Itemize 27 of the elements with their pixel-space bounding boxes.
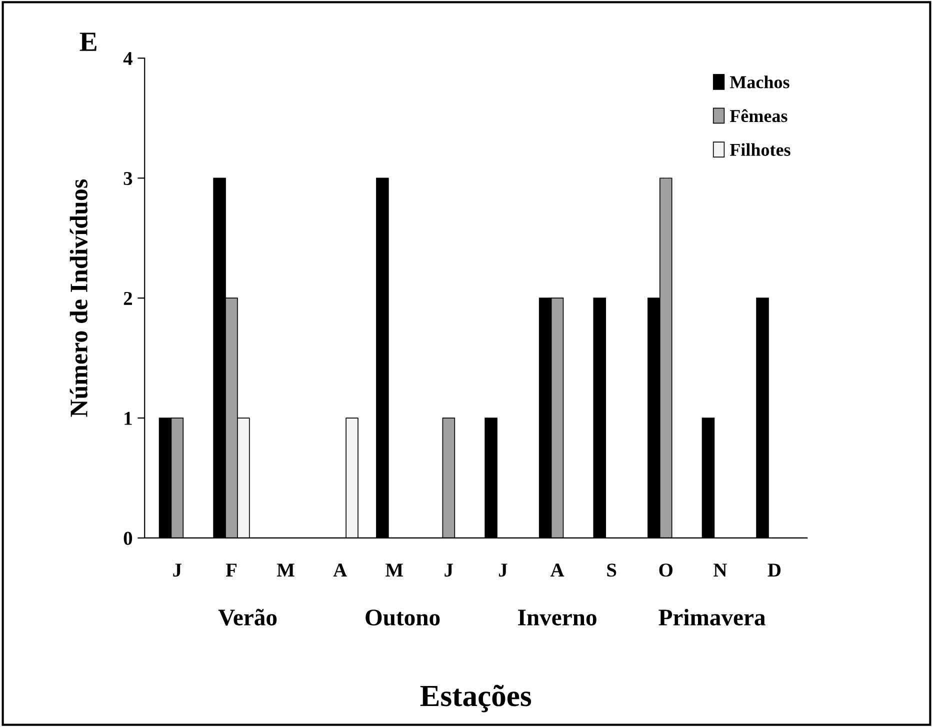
y-tick-label: 2 (124, 292, 132, 305)
x-tick-label: S (607, 564, 616, 577)
legend-label: Machos (730, 76, 790, 88)
x-tick-label: O (659, 564, 672, 577)
text: Primavera (658, 608, 766, 626)
y-tick-label: 4 (123, 52, 132, 65)
text: E (80, 32, 96, 51)
legend-label: Fêmeas (730, 109, 788, 122)
legend-label: Filhotes (730, 143, 790, 156)
y-tick-label: 3 (124, 172, 132, 186)
x-tick-label: D (768, 564, 781, 577)
x-tick-label: A (550, 564, 564, 576)
x-tick-label: J (444, 564, 454, 577)
x-tick-label: M (386, 564, 403, 576)
x-axis-title: Estações (420, 684, 532, 712)
x-tick-label: N (714, 564, 727, 576)
x-tick-label: A (333, 564, 347, 576)
x-tick-label: J (498, 564, 508, 577)
text: Outono (366, 610, 440, 626)
y-tick-label: 1 (124, 412, 132, 425)
text: Inverno (518, 610, 596, 626)
x-tick-label: M (276, 564, 294, 576)
y-tick-label: 0 (124, 532, 132, 545)
x-tick-label: F (226, 564, 236, 576)
text: Verão (218, 608, 277, 626)
x-tick-label: J (173, 564, 182, 577)
y-axis-title: Número de Indivíduos (70, 179, 88, 417)
